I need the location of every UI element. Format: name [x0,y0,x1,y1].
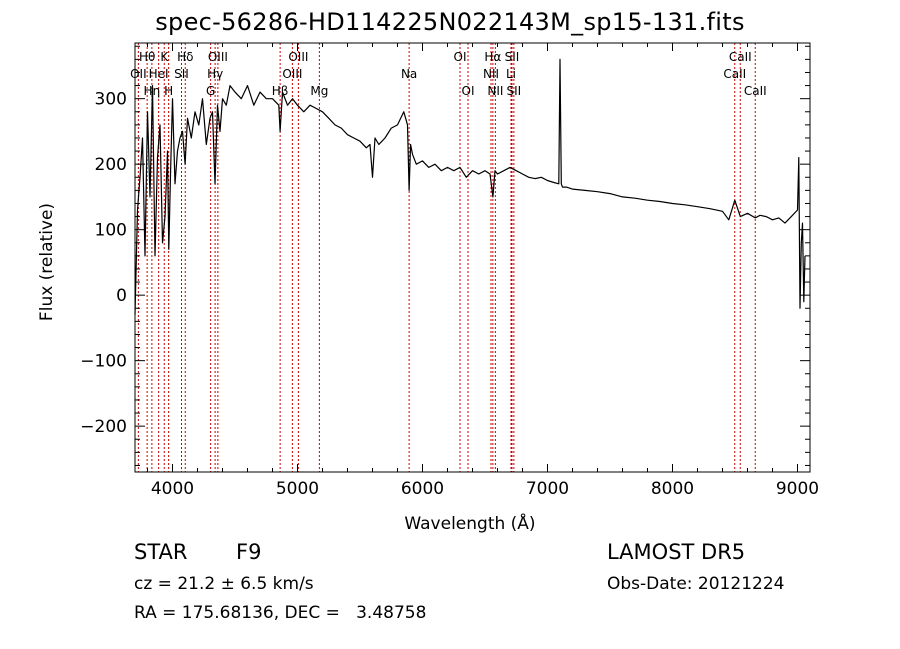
line-marker-label: Hδ [177,50,193,64]
line-marker-label: K [160,50,169,64]
x-tick-label: 4000 [151,479,194,499]
y-tick-label: 0 [116,286,127,306]
line-marker-label: OIII [208,50,228,64]
x-tick-label: 5000 [276,479,319,499]
observation-date: Obs-Date: 20121224 [607,574,785,594]
line-marker-label: Hγ [207,67,223,81]
line-marker-label: NII [487,84,503,98]
line-marker-label: CaII [744,84,767,98]
line-marker-label: G [206,84,215,98]
chart-title: spec-56286-HD114225N022143M_sp15-131.fit… [155,8,745,36]
y-axis-ticks: −200 −100 0 100 200 300 [80,45,810,466]
line-marker-label: CaII [723,67,746,81]
line-marker-label: Hα [484,50,501,64]
emission-line-markers [137,43,756,472]
line-marker-label: SII [505,50,520,64]
line-marker-label: Li [506,67,516,81]
line-marker-label: OII [130,67,147,81]
line-marker-label: SII [507,84,522,98]
object-class: STAR [134,540,188,564]
x-tick-label: 6000 [401,479,444,499]
line-marker-label: OI [462,84,475,98]
line-marker-label: Na [401,67,417,81]
x-axis-label: Wavelength (Å) [404,512,535,534]
redshift-velocity: cz = 21.2 ± 6.5 km/s [134,574,314,594]
line-marker-label: HeI [149,67,169,81]
line-marker-label: CaII [729,50,752,64]
y-tick-label: −100 [80,352,127,372]
x-tick-label: 8000 [651,479,694,499]
y-axis-label: Flux (relative) [37,203,57,321]
spectral-subclass: F9 [236,540,262,564]
y-tick-label: 100 [95,221,127,241]
plot-frame [134,42,811,473]
line-marker-label: Hθ [139,50,155,64]
line-marker-label: OI [454,50,467,64]
line-marker-label: NII [483,67,499,81]
line-marker-label: SII [174,67,189,81]
survey-name: LAMOST DR5 [607,540,746,564]
line-marker-label: OIII [288,50,308,64]
line-marker-label: OIII [282,67,302,81]
line-marker-label: H [164,84,173,98]
line-marker-label: Mg [310,84,328,98]
y-tick-label: −200 [80,417,127,437]
x-tick-label: 7000 [526,479,569,499]
line-marker-label: Hβ [272,84,289,98]
x-tick-label: 9000 [776,479,819,499]
y-tick-label: 200 [95,155,127,175]
x-axis-ticks: 4000 5000 6000 7000 8000 9000 [147,43,819,499]
y-tick-label: 300 [95,90,127,110]
coordinates: RA = 175.68136, DEC = 3.48758 [134,603,427,623]
spectrum-line [134,58,806,315]
